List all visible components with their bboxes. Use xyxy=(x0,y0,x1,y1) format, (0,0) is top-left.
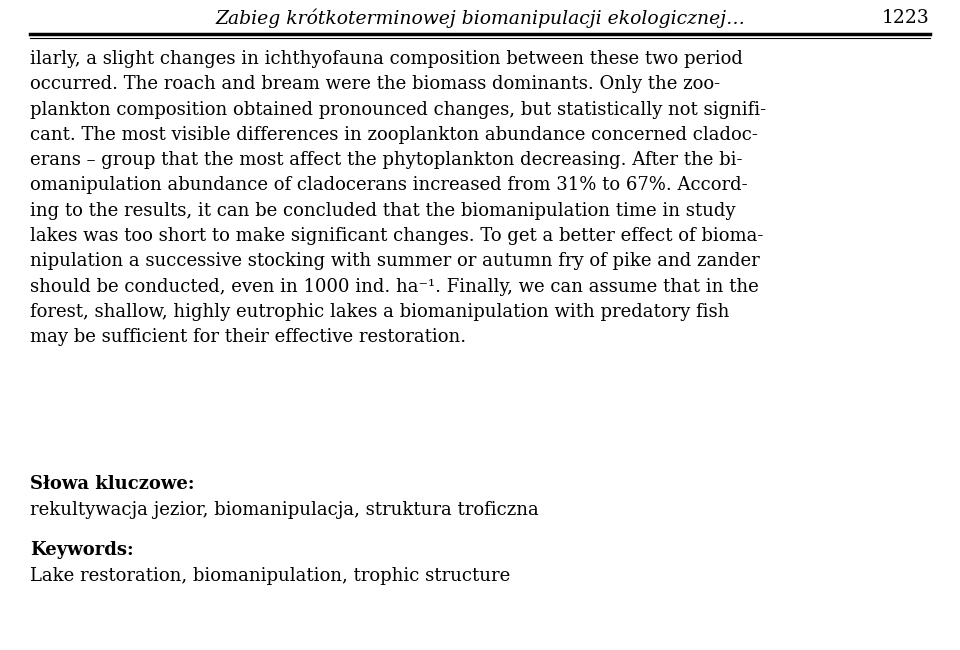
Text: 1223: 1223 xyxy=(882,9,930,27)
Text: Zabieg krótkoterminowej biomanipulacji ekologicznej…: Zabieg krótkoterminowej biomanipulacji e… xyxy=(215,8,745,28)
Text: rekultywacja jezior, biomanipulacja, struktura troficzna: rekultywacja jezior, biomanipulacja, str… xyxy=(30,501,539,519)
Text: Keywords:: Keywords: xyxy=(30,541,133,559)
Text: Lake restoration, biomanipulation, trophic structure: Lake restoration, biomanipulation, troph… xyxy=(30,567,511,585)
Text: Słowa kluczowe:: Słowa kluczowe: xyxy=(30,475,195,493)
Text: ilarly, a slight changes in ichthyofauna composition between these two period
oc: ilarly, a slight changes in ichthyofauna… xyxy=(30,50,766,346)
